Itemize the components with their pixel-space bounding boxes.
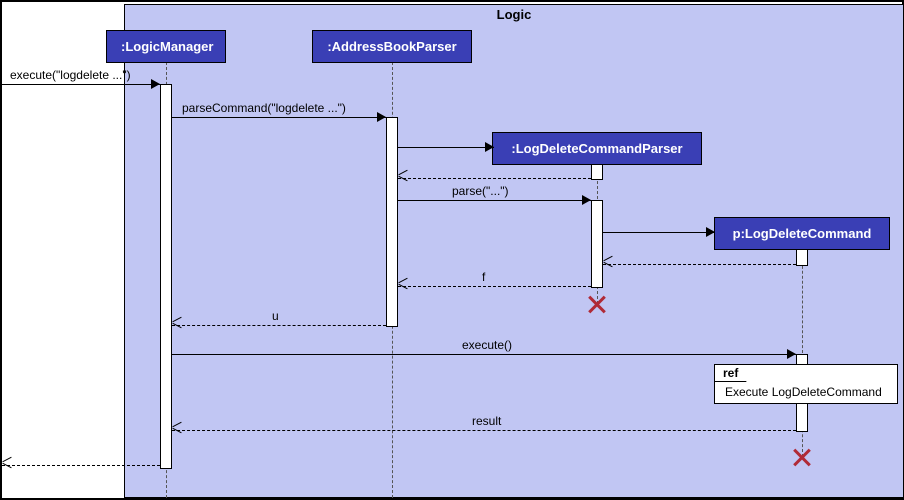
sequence-diagram: Logic :LogicManager :AddressBookParser :…	[0, 0, 904, 500]
participant-label: :LogDeleteCommandParser	[511, 141, 682, 156]
destroy-icon	[587, 294, 607, 314]
ref-tab: ref	[715, 365, 747, 382]
activation-abp	[386, 117, 398, 327]
msg-execute-in	[2, 84, 160, 85]
msg-label: f	[482, 270, 485, 284]
msg-execute-ldc	[172, 354, 796, 355]
arrow-icon	[485, 142, 494, 152]
msg-return-result	[172, 430, 796, 431]
participant-logicmanager: :LogicManager	[106, 30, 226, 63]
destroy-icon	[792, 447, 812, 467]
msg-return-u	[172, 325, 386, 326]
msg-label: execute()	[462, 338, 512, 352]
ref-title: ref	[723, 366, 738, 380]
activation-ldcp-2	[591, 200, 603, 288]
msg-create-ldcp	[398, 147, 494, 148]
logic-frame: Logic	[124, 4, 904, 498]
participant-logdeletecommandparser: :LogDeleteCommandParser	[492, 132, 702, 165]
arrow-icon	[151, 79, 160, 89]
ref-label: Execute LogDeleteCommand	[725, 385, 882, 399]
msg-label: parseCommand("logdelete ...")	[182, 101, 346, 115]
activation-lm	[160, 84, 172, 469]
msg-return-out	[2, 465, 160, 466]
msg-parse	[398, 200, 591, 201]
participant-logdeletecommand: p:LogDeleteCommand	[714, 217, 890, 250]
arrow-icon	[582, 195, 591, 205]
arrow-icon	[706, 227, 715, 237]
msg-create-ldc	[603, 232, 715, 233]
msg-parsecommand	[172, 117, 386, 118]
participant-label: :AddressBookParser	[327, 39, 456, 54]
participant-label: :LogicManager	[121, 39, 213, 54]
participant-label: p:LogDeleteCommand	[733, 226, 872, 241]
msg-return-ldcp-create	[398, 178, 591, 179]
msg-label: u	[272, 309, 279, 323]
ref-fragment: ref Execute LogDeleteCommand	[714, 364, 898, 404]
msg-return-ldc-create	[603, 264, 796, 265]
msg-label: execute("logdelete ...")	[10, 68, 131, 82]
frame-title: Logic	[497, 7, 532, 22]
msg-label: parse("...")	[452, 184, 509, 198]
participant-addressbookparser: :AddressBookParser	[312, 30, 472, 63]
msg-label: result	[472, 414, 501, 428]
msg-return-f	[398, 286, 591, 287]
arrow-icon	[787, 349, 796, 359]
arrow-icon	[377, 112, 386, 122]
